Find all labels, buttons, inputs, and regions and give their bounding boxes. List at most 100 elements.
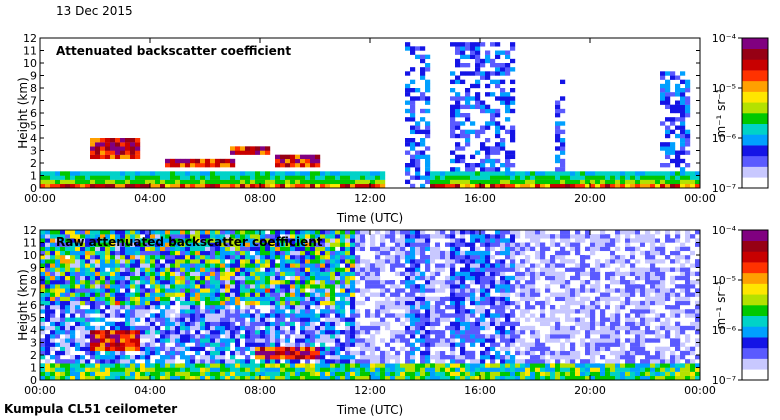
- heatmap-cell: [590, 288, 596, 293]
- heatmap-cell: [615, 313, 621, 318]
- heatmap-cell: [110, 142, 116, 147]
- heatmap-cell: [390, 255, 396, 260]
- heatmap-cell: [460, 250, 466, 256]
- heatmap-cell: [485, 346, 491, 352]
- heatmap-cell: [240, 284, 246, 289]
- heatmap-cell: [695, 179, 701, 185]
- heatmap-cell: [215, 242, 221, 247]
- heatmap-cell: [450, 104, 456, 110]
- heatmap-cell: [175, 250, 181, 256]
- heatmap-cell: [615, 317, 621, 322]
- heatmap-cell: [415, 346, 421, 352]
- heatmap-cell: [300, 280, 306, 285]
- heatmap-cell: [420, 67, 426, 72]
- heatmap-cell: [135, 246, 141, 252]
- heatmap-cell: [165, 246, 171, 252]
- heatmap-cell: [570, 325, 576, 331]
- heatmap-cell: [650, 367, 656, 372]
- heatmap-cell: [420, 367, 426, 372]
- heatmap-cell: [625, 171, 631, 176]
- heatmap-cell: [560, 138, 566, 143]
- heatmap-cell: [335, 346, 341, 352]
- heatmap-cell: [350, 284, 356, 289]
- heatmap-cell: [455, 238, 461, 243]
- heatmap-cell: [270, 325, 276, 331]
- heatmap-cell: [500, 255, 506, 260]
- heatmap-cell: [170, 359, 176, 364]
- heatmap-cell: [500, 63, 506, 68]
- heatmap-cell: [600, 346, 606, 352]
- heatmap-cell: [495, 167, 501, 172]
- heatmap-cell: [220, 183, 226, 189]
- heatmap-cell: [480, 234, 486, 239]
- heatmap-cell: [660, 121, 666, 126]
- heatmap-cell: [335, 305, 341, 310]
- heatmap-cell: [485, 371, 491, 377]
- heatmap-cell: [470, 167, 476, 172]
- heatmap-cell: [255, 234, 261, 239]
- heatmap-cell: [75, 325, 81, 331]
- heatmap-cell: [460, 313, 466, 318]
- heatmap-cell: [545, 183, 551, 189]
- heatmap-cell: [375, 375, 381, 381]
- heatmap-cell: [100, 242, 106, 247]
- heatmap-cell: [425, 242, 431, 247]
- heatmap-cell: [105, 284, 111, 289]
- heatmap-cell: [165, 271, 171, 277]
- heatmap-cell: [50, 375, 56, 381]
- heatmap-cell: [215, 338, 221, 343]
- heatmap-cell: [150, 305, 156, 310]
- heatmap-cell: [90, 267, 96, 272]
- heatmap-cell: [630, 263, 636, 268]
- heatmap-cell: [660, 83, 666, 89]
- heatmap-cell: [595, 321, 601, 327]
- heatmap-cell: [60, 321, 66, 327]
- heatmap-cell: [625, 280, 631, 285]
- heatmap-cell: [655, 230, 661, 235]
- heatmap-cell: [85, 350, 91, 356]
- heatmap-cell: [575, 330, 581, 335]
- colorbar-tick-label: 10⁻⁷: [712, 182, 736, 195]
- heatmap-cell: [220, 342, 226, 347]
- heatmap-cell: [200, 263, 206, 268]
- heatmap-cell: [280, 355, 286, 360]
- heatmap-cell: [265, 317, 271, 322]
- heatmap-cell: [515, 375, 521, 381]
- heatmap-cell: [610, 238, 616, 243]
- heatmap-cell: [145, 267, 151, 272]
- heatmap-cell: [245, 334, 251, 339]
- heatmap-cell: [320, 250, 326, 256]
- heatmap-cell: [455, 359, 461, 364]
- heatmap-cell: [260, 171, 266, 176]
- heatmap-cell: [510, 375, 516, 381]
- heatmap-cell: [385, 300, 391, 306]
- heatmap-cell: [195, 158, 201, 164]
- heatmap-cell: [580, 317, 586, 322]
- heatmap-cell: [190, 325, 196, 331]
- heatmap-cell: [650, 242, 656, 247]
- heatmap-cell: [250, 242, 256, 247]
- heatmap-cell: [340, 346, 346, 352]
- heatmap-cell: [480, 284, 486, 289]
- heatmap-cell: [350, 321, 356, 327]
- heatmap-cell: [510, 330, 516, 335]
- heatmap-cell: [585, 246, 591, 252]
- heatmap-cell: [260, 146, 266, 151]
- heatmap-cell: [245, 338, 251, 343]
- heatmap-cell: [470, 338, 476, 343]
- heatmap-cell: [640, 234, 646, 239]
- heatmap-cell: [425, 363, 431, 368]
- heatmap-cell: [655, 363, 661, 368]
- heatmap-cell: [195, 255, 201, 260]
- heatmap-cell: [370, 359, 376, 364]
- heatmap-cell: [230, 359, 236, 364]
- heatmap-cell: [650, 275, 656, 281]
- colorbar-segment: [742, 177, 768, 189]
- heatmap-cell: [555, 275, 561, 281]
- heatmap-cell: [565, 280, 571, 285]
- heatmap-cell: [320, 288, 326, 293]
- heatmap-cell: [555, 242, 561, 247]
- heatmap-cell: [320, 183, 326, 189]
- heatmap-cell: [510, 163, 516, 168]
- heatmap-cell: [505, 363, 511, 368]
